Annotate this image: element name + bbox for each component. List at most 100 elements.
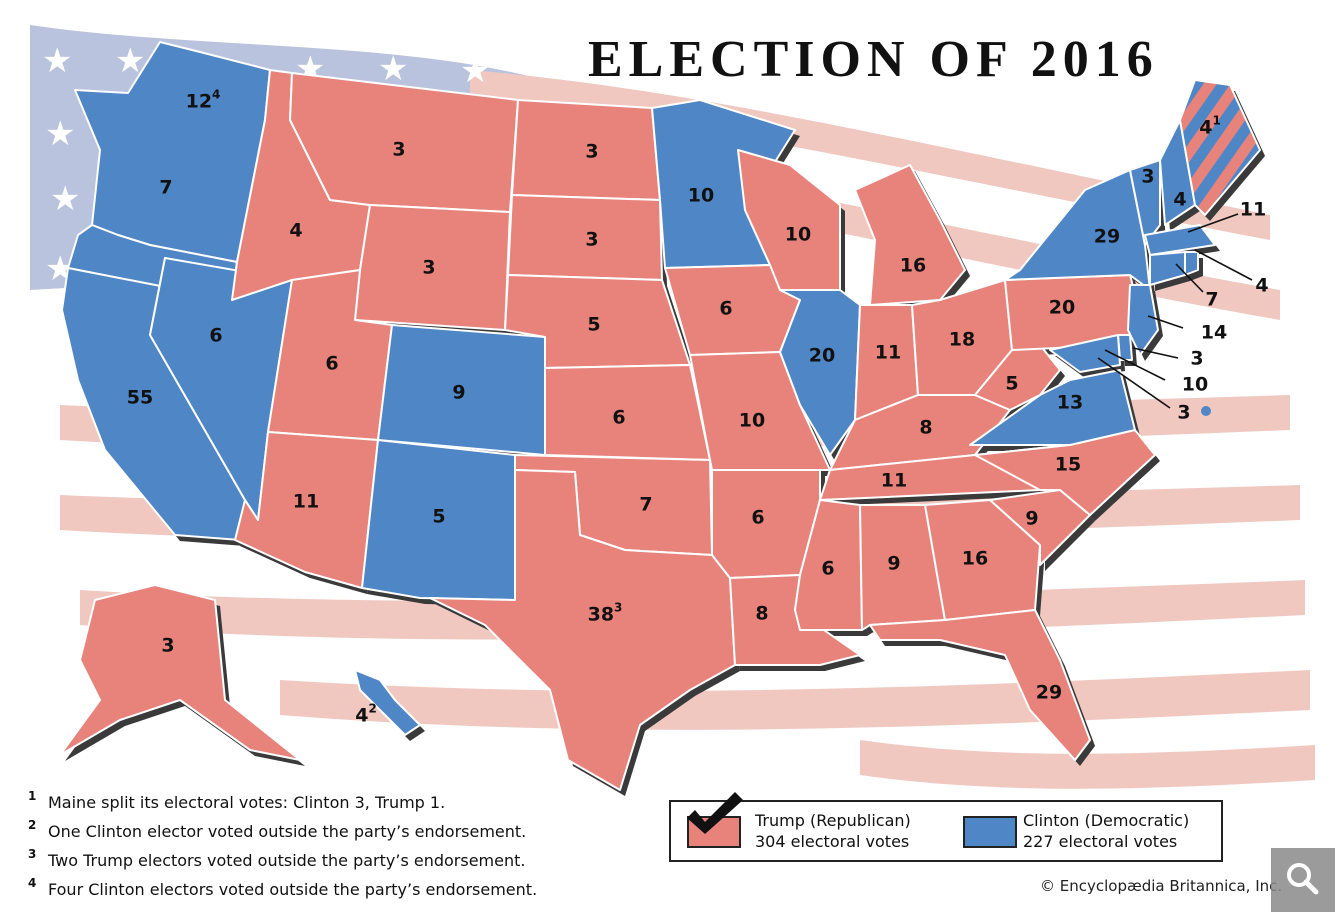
- callout-votes-ct: 7: [1205, 288, 1219, 311]
- legend-swatch-democratic: [963, 816, 1017, 848]
- electoral-votes-value: 11: [880, 469, 908, 492]
- zoom-button[interactable]: [1271, 848, 1335, 912]
- electoral-votes-value: 5: [432, 505, 446, 528]
- callout-line-md: [1104, 349, 1166, 381]
- electoral-votes-value: 8: [755, 602, 769, 625]
- callout-line-nj: [1147, 315, 1184, 329]
- electoral-votes-co: 9: [452, 381, 466, 404]
- electoral-votes-ks: 6: [612, 406, 626, 429]
- electoral-votes-value: 6: [209, 324, 223, 347]
- electoral-votes-value: 11: [874, 341, 902, 364]
- electoral-votes-pa: 20: [1048, 296, 1076, 319]
- electoral-votes-value: 3: [585, 228, 599, 251]
- callout-votes-md: 10: [1181, 373, 1209, 396]
- electoral-votes-mo: 10: [739, 411, 765, 431]
- electoral-votes-value: 3: [161, 634, 175, 657]
- electoral-votes-value: 10: [687, 184, 715, 207]
- electoral-votes-nh: 4: [1173, 190, 1186, 210]
- electoral-votes-ak: 3: [161, 634, 175, 657]
- electoral-votes-value: 38: [587, 603, 615, 626]
- electoral-votes-ca: 55: [127, 388, 153, 408]
- state-il: [779, 289, 861, 456]
- electoral-votes-al: 9: [887, 552, 901, 575]
- electoral-votes-in: 11: [874, 341, 902, 364]
- electoral-votes-value: 15: [1054, 453, 1082, 476]
- state-hi: [354, 669, 421, 736]
- footnotes: 1 Maine split its electoral votes: Clinto…: [28, 788, 537, 904]
- electoral-votes-az: 11: [293, 492, 319, 512]
- callout-lines: [1097, 213, 1253, 416]
- electoral-votes-ut: 6: [325, 352, 339, 375]
- electoral-votes-wy: 3: [422, 256, 436, 279]
- state-ri: [1184, 251, 1199, 276]
- footnote-text: One Clinton elector voted outside the pa…: [48, 822, 527, 841]
- electoral-votes-value: 16: [899, 254, 927, 277]
- electoral-votes-fl: 29: [1036, 683, 1062, 703]
- callout-line-dc: [1097, 357, 1171, 409]
- electoral-votes-wa: 124: [185, 89, 221, 113]
- state-ks: [544, 364, 711, 461]
- electoral-votes-or: 7: [159, 178, 172, 198]
- electoral-votes-ga: 16: [961, 547, 989, 570]
- star-icon: ★: [50, 180, 80, 218]
- electoral-votes-ia: 6: [719, 297, 733, 320]
- electoral-votes-value: 4: [289, 219, 303, 242]
- footnote-text: Maine split its electoral votes: Clinton…: [48, 793, 446, 812]
- electoral-votes-value: 6: [719, 297, 733, 320]
- electoral-votes-me: 41: [1199, 115, 1221, 138]
- electoral-votes-value: 6: [612, 406, 626, 429]
- star-icon: ★: [42, 42, 72, 80]
- electoral-votes-value: 5: [587, 313, 601, 336]
- star-icon: ★: [45, 115, 75, 153]
- electoral-votes-tn: 11: [880, 469, 908, 492]
- electoral-votes-value: 12: [185, 90, 213, 113]
- footnote-1: 1 Maine split its electoral votes: Clinto…: [28, 788, 537, 817]
- electoral-votes-nc: 15: [1054, 453, 1082, 476]
- footnote-3: 3 Two Trump electors voted outside the pa…: [28, 846, 537, 875]
- callout-line-ri: [1194, 249, 1253, 281]
- footnote-marker: 4: [212, 87, 221, 102]
- electoral-votes-value: 5: [1005, 372, 1019, 395]
- electoral-votes-mn: 10: [687, 184, 715, 207]
- electoral-votes-value: 6: [821, 557, 835, 580]
- electoral-votes-wv: 5: [1005, 372, 1019, 395]
- legend: Trump (Republican) 304 electoral votes C…: [669, 792, 1223, 862]
- electoral-votes-tx: 383: [587, 602, 623, 626]
- state-nj: [1127, 284, 1159, 356]
- electoral-votes-value: 3: [422, 256, 436, 279]
- electoral-votes-value: 6: [325, 352, 339, 375]
- electoral-votes-value: 10: [784, 223, 812, 246]
- electoral-votes-value: 9: [887, 552, 901, 575]
- electoral-votes-vt: 3: [1141, 165, 1155, 188]
- electoral-votes-value: 6: [751, 506, 765, 529]
- state-ma: [1144, 224, 1216, 256]
- states-layer: [59, 41, 1261, 791]
- electoral-votes-la: 8: [755, 602, 769, 625]
- electoral-votes-id: 4: [289, 219, 303, 242]
- electoral-votes-value: 16: [961, 547, 989, 570]
- callout-votes-ma: 11: [1239, 198, 1267, 221]
- electoral-votes-nd: 3: [585, 142, 598, 162]
- callout-line-ct: [1175, 263, 1204, 293]
- legend-trump-name: Trump (Republican): [755, 811, 911, 830]
- footnote-number: 3: [28, 847, 37, 861]
- electoral-votes-ok: 7: [639, 493, 653, 516]
- footnote-marker: 3: [614, 600, 623, 615]
- footnote-number: 4: [28, 876, 37, 890]
- electoral-votes-sc: 9: [1025, 507, 1039, 530]
- electoral-votes-value: 9: [1025, 507, 1039, 530]
- state-mi: [854, 164, 966, 306]
- electoral-votes-value: 7: [639, 493, 653, 516]
- callout-votes-de: 3: [1190, 347, 1204, 370]
- electoral-votes-hi: 42: [355, 703, 377, 727]
- callout-votes-dc: 3: [1177, 401, 1191, 424]
- electoral-votes-ms: 6: [821, 557, 835, 580]
- electoral-votes-value: 20: [1048, 296, 1076, 319]
- electoral-votes-value: 9: [452, 381, 466, 404]
- state-me: [1179, 79, 1261, 216]
- electoral-votes-value: 4: [355, 704, 369, 727]
- state-sc: [989, 489, 1091, 566]
- electoral-votes-value: 3: [1141, 165, 1155, 188]
- electoral-votes-wi: 10: [784, 223, 812, 246]
